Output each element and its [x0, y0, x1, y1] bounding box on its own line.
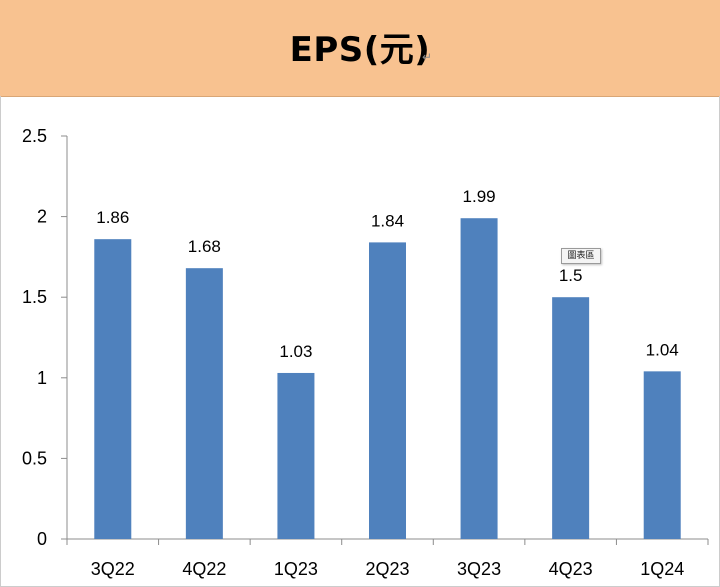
bar — [369, 242, 406, 539]
x-tick-label: 1Q23 — [274, 559, 318, 579]
x-tick-label: 4Q23 — [549, 559, 593, 579]
data-label: 1.68 — [188, 237, 221, 256]
chart-title-banner: EPS(元) ↵ — [0, 0, 720, 97]
y-tick-label: 1 — [37, 368, 47, 388]
data-label: 1.99 — [463, 187, 496, 206]
y-tick-label: 0 — [37, 529, 47, 549]
x-tick-label: 4Q22 — [182, 559, 226, 579]
bar — [643, 371, 681, 539]
x-tick-label: 3Q23 — [457, 559, 501, 579]
y-tick-label: 0.5 — [22, 448, 47, 468]
y-tick-label: 2.5 — [22, 126, 47, 146]
x-tick-label: 1Q24 — [640, 559, 684, 579]
bar — [185, 268, 223, 539]
data-label: 1.5 — [559, 266, 583, 285]
y-tick-label: 1.5 — [22, 287, 47, 307]
y-tick-label: 2 — [37, 207, 47, 227]
data-label: 1.84 — [371, 211, 404, 230]
data-label: 1.03 — [279, 342, 312, 361]
x-tick-label: 2Q23 — [365, 559, 409, 579]
bar — [277, 372, 315, 539]
bar — [94, 239, 132, 539]
bar — [460, 218, 498, 539]
data-label: 1.04 — [646, 340, 679, 359]
chart-title: EPS(元) — [289, 30, 431, 70]
x-tick-label: 3Q22 — [91, 559, 135, 579]
data-label: 1.86 — [96, 208, 129, 227]
chart-area-tooltip: 圖表區 — [561, 248, 601, 264]
paragraph-mark-icon: ↵ — [422, 50, 433, 64]
bar — [552, 297, 590, 539]
